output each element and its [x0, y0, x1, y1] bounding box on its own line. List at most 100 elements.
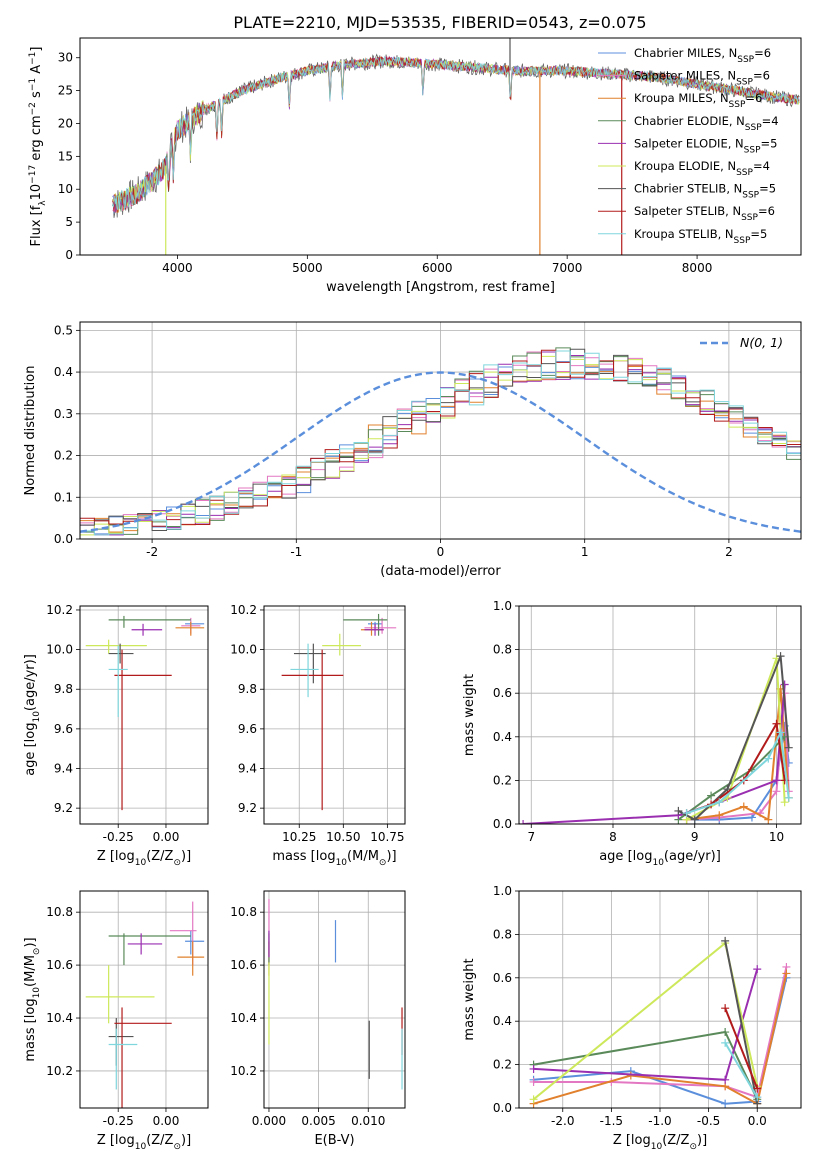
weight-marker — [721, 1028, 730, 1037]
axis-label-x: mass [log10(M/M⊙)] — [272, 849, 396, 868]
tick-label-x: -2.0 — [551, 1114, 574, 1128]
tick-label-y: 0.8 — [493, 643, 512, 657]
histogram-steps — [80, 350, 801, 536]
weight-marker — [764, 815, 773, 824]
tick-label-x: 10.50 — [326, 830, 360, 844]
tick-label-y: 10.2 — [46, 1064, 73, 1078]
plot-area — [85, 615, 205, 811]
weight-marker — [753, 1093, 762, 1102]
tick-label-x: 0 — [437, 545, 445, 559]
tick-label-x: -0.5 — [697, 1114, 720, 1128]
tick-label-x: 7000 — [552, 261, 583, 275]
weight-line — [724, 1007, 759, 1089]
tick-label-x: 9 — [691, 830, 699, 844]
weight-marker — [782, 969, 791, 978]
tick-label-x: 0.010 — [351, 1114, 385, 1128]
weight-line — [677, 736, 786, 821]
tick-label-y: 9.4 — [54, 762, 73, 776]
panel-age-vs-mass: 10.25 10.50 10.75 9.2 9.4 9.6 9.8 10.0 10.2 mass … — [230, 603, 406, 868]
weight-marker — [780, 798, 789, 807]
axes-frame — [79, 321, 802, 540]
legend-entry: Salpeter MILES, NSSP=6 — [634, 69, 770, 88]
weight-marker — [764, 754, 773, 763]
weight-marker — [772, 719, 781, 728]
weight-marker — [721, 1004, 730, 1013]
figure-title: PLATE=2210, MJD=53535, FIBERID=0543, z=0… — [233, 13, 646, 32]
tick-label-x: -1.5 — [600, 1114, 623, 1128]
axis-label-x: wavelength [Angstrom, rest frame] — [326, 280, 555, 295]
legend: Chabrier MILES, NSSP=6 Salpeter MILES, NS… — [598, 46, 779, 246]
tick-label-y: 0.2 — [493, 1058, 512, 1072]
weight-marker — [529, 1077, 538, 1086]
tick-label-y: 10 — [58, 182, 73, 196]
weight-marker — [780, 680, 789, 689]
spectrum-line — [112, 55, 800, 211]
tick-label-y: 9.8 — [54, 682, 73, 696]
legend-entry: Kroupa ELODIE, NSSP=4 — [634, 159, 770, 178]
axis-label-y: mass weight — [462, 958, 477, 1040]
tick-label-y: 10.0 — [46, 643, 73, 657]
tick-label-y: 10.8 — [230, 905, 257, 919]
weight-marker — [721, 936, 730, 945]
panel-age-vs-Z: -0.25 0.00 9.2 9.4 9.6 9.8 10.0 10.2 Z [log10(Z/… — [23, 603, 209, 868]
tick-label-x: 0.000 — [252, 1114, 286, 1128]
tick-label-y: 10.6 — [230, 958, 257, 972]
axes-frame — [263, 890, 406, 1109]
tick-label-y: 0.4 — [493, 730, 512, 744]
tick-label-y: 10.2 — [230, 603, 257, 617]
axes-frame — [79, 37, 802, 256]
tick-label-y: 10.4 — [46, 1011, 73, 1025]
tick-label-y: 25 — [58, 84, 73, 98]
legend-entry: Chabrier STELIB, NSSP=5 — [634, 182, 776, 201]
tick-label-y: 0.6 — [493, 971, 512, 985]
tick-label-y: 0.0 — [54, 532, 73, 546]
plot-area — [85, 901, 205, 1108]
weight-marker — [715, 811, 724, 820]
tick-label-y: 9.2 — [54, 801, 73, 815]
weight-marker — [529, 1064, 538, 1073]
legend: N(0, 1) — [700, 335, 783, 350]
legend-entry: Chabrier MILES, NSSP=6 — [634, 46, 771, 65]
legend-entry: Salpeter STELIB, NSSP=6 — [634, 204, 775, 223]
tick-label-y: 30 — [58, 51, 73, 65]
panel-weight-vs-age: 7 8 9 10 0.0 0.2 0.4 0.6 0.8 1.0 age [log10(age/yr… — [462, 599, 802, 868]
tick-label-x: 4000 — [162, 261, 193, 275]
axis-label-y: mass [log10(M/M⊙)] — [23, 937, 42, 1061]
tick-label-x: 8 — [609, 830, 617, 844]
tick-label-x: 0.00 — [153, 830, 180, 844]
tick-label-y: 0.4 — [54, 365, 73, 379]
axis-label-x: Z [log10(Z/Z⊙)] — [97, 1133, 191, 1152]
tick-label-x: -0.25 — [103, 830, 134, 844]
axes-frame — [79, 890, 209, 1109]
plot-area — [281, 613, 397, 811]
weight-marker — [739, 802, 748, 811]
axes-frame — [79, 605, 209, 825]
weight-marker — [784, 793, 793, 802]
tick-label-y: 0.4 — [493, 1014, 512, 1028]
axis-label-x: Z [log10(Z/Z⊙)] — [613, 1133, 707, 1152]
tick-label-y: 10.2 — [46, 603, 73, 617]
plot-area — [80, 347, 801, 536]
tick-label-x: 10.75 — [370, 830, 404, 844]
tick-label-x: 10.25 — [282, 830, 316, 844]
tick-label-y: 10.2 — [230, 1064, 257, 1078]
legend-entry: N(0, 1) — [740, 335, 783, 350]
tick-label-y: 10.4 — [230, 1011, 257, 1025]
axis-label-y: mass weight — [462, 674, 477, 756]
plot-area — [268, 898, 403, 1090]
weight-marker — [772, 776, 781, 785]
tick-label-y: 0.0 — [493, 817, 512, 831]
tick-label-y: 0.3 — [54, 407, 73, 421]
weight-marker — [776, 652, 785, 661]
legend-entry: Kroupa MILES, NSSP=6 — [634, 91, 762, 110]
weight-marker — [772, 787, 781, 796]
legend-entry: Chabrier ELODIE, NSSP=4 — [634, 114, 779, 133]
weight-marker — [690, 815, 699, 824]
tick-label-x: -1.0 — [648, 1114, 671, 1128]
tick-label-x: 5000 — [292, 261, 323, 275]
tick-label-y: 9.6 — [54, 722, 73, 736]
tick-label-y: 0.0 — [493, 1101, 512, 1115]
legend-entry: Kroupa STELIB, NSSP=5 — [634, 227, 767, 246]
tick-label-y: 9.8 — [238, 682, 257, 696]
